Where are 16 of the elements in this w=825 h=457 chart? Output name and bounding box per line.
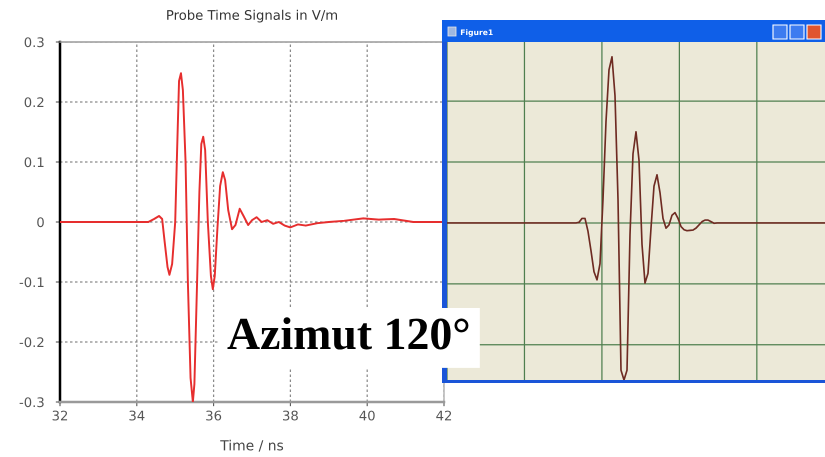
y-tick-label: -0.1 <box>20 277 44 288</box>
y-tick-label: -0.2 <box>20 337 44 348</box>
x-tick-label: 42 <box>436 410 452 420</box>
y-tick-label: 0.3 <box>24 37 44 48</box>
y-tick-label: 0 <box>37 217 44 228</box>
annotation: Azimut 120° <box>227 317 468 350</box>
chart-title: Probe Time Signals in V/m <box>167 10 337 23</box>
x-axis-title: Time / ns <box>220 440 284 452</box>
x-tick-label: 34 <box>129 410 144 421</box>
x-tick-label: 40 <box>359 410 375 421</box>
y-tick-label: 0.2 <box>24 97 44 108</box>
y-tick-label: 0.1 <box>24 157 44 168</box>
x-tick-label: 36 <box>206 410 222 421</box>
x-tick-label: 32 <box>52 410 68 421</box>
x-tick-label: 38 <box>283 410 298 421</box>
y-tick-label: -0.3 <box>20 397 44 408</box>
